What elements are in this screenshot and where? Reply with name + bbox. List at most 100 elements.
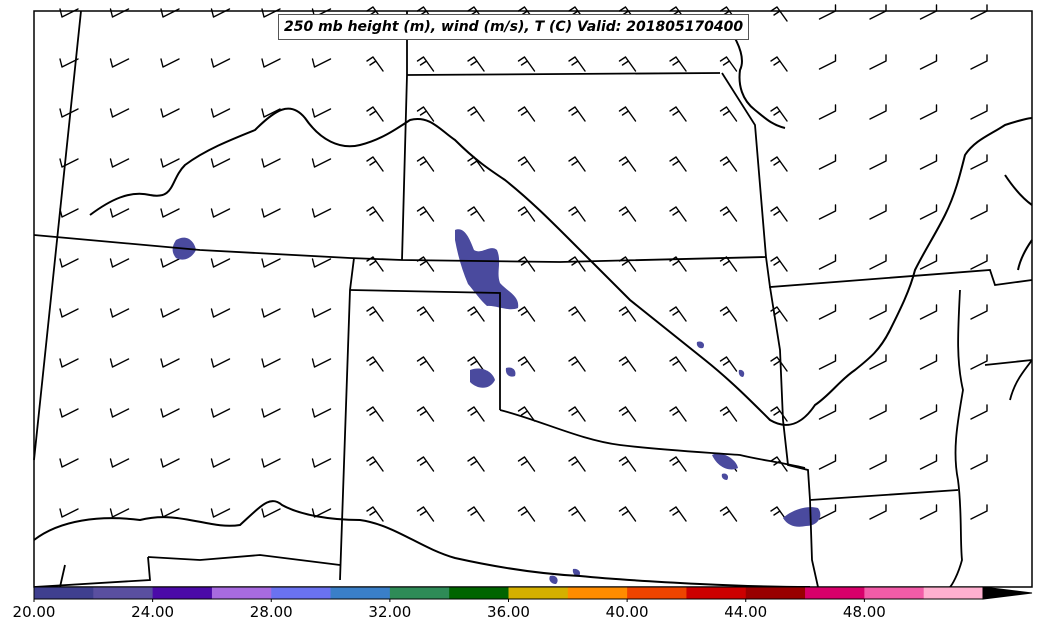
wind-barb: [366, 456, 384, 472]
colorbar-segment: [330, 587, 391, 599]
height-contours: [33, 29, 1033, 588]
wind-barb: [210, 108, 231, 118]
wind-barb: [770, 356, 788, 372]
wind-barb: [59, 508, 79, 518]
wind-barb: [261, 458, 281, 468]
colorbar-tick-label: 32.00: [368, 603, 412, 621]
colorbar-tick-label: 40.00: [605, 603, 649, 621]
map-title: 250 mb height (m), wind (m/s), T (C) Val…: [278, 14, 750, 40]
wind-barb: [467, 306, 485, 322]
wind-barb: [416, 306, 435, 322]
wind-barb: [568, 456, 586, 472]
wind-barb: [568, 506, 586, 522]
wind-barb: [109, 358, 130, 368]
wind-barb: [210, 208, 231, 218]
wind-barb: [59, 258, 79, 268]
wind-barb: [261, 208, 281, 218]
wind-barb: [261, 508, 281, 518]
wind-barb: [970, 204, 988, 220]
wind-barb: [970, 504, 988, 520]
wind-barb: [416, 106, 435, 122]
wind-barb: [869, 4, 887, 20]
wind-barb: [618, 156, 637, 172]
wind-barb: [59, 308, 79, 318]
wind-barb: [416, 406, 435, 422]
colorbar-tick-label: 24.00: [131, 603, 175, 621]
colorbar-segment: [686, 587, 747, 599]
wind-barb: [366, 106, 384, 122]
wind-barb: [818, 4, 837, 20]
wind-barb: [719, 506, 738, 522]
wind-barb: [160, 458, 180, 468]
wind-barb: [669, 156, 687, 172]
wind-barb: [416, 206, 435, 222]
wind-barb: [669, 106, 687, 122]
wind-barb: [311, 158, 332, 168]
wind-barb: [517, 506, 536, 522]
wind-barb: [818, 504, 837, 520]
wind-barb: [770, 206, 788, 222]
wind-barb: [59, 408, 79, 418]
wind-barb: [719, 406, 738, 422]
wind-barb: [618, 406, 637, 422]
wind-barb: [311, 458, 332, 468]
wind-barb: [517, 356, 536, 372]
wind-barb: [568, 306, 586, 322]
wind-barb: [517, 156, 536, 172]
wind-barb: [869, 304, 887, 320]
wind-barb: [109, 58, 130, 68]
wind-barb: [669, 506, 687, 522]
wind-barb: [311, 108, 332, 118]
wind-barb: [719, 206, 738, 222]
wind-barb: [818, 154, 837, 170]
wind-barb: [311, 208, 332, 218]
wind-barb: [818, 304, 837, 320]
wind-barb: [869, 154, 887, 170]
wind-barb: [311, 308, 332, 318]
colorbar-tick-label: 44.00: [724, 603, 768, 621]
wind-barb: [210, 258, 231, 268]
wind-barb: [467, 356, 485, 372]
wind-barb: [919, 54, 938, 70]
colorbar-segment: [152, 587, 213, 599]
colorbar-segment: [627, 587, 687, 599]
wind-barb: [719, 106, 738, 122]
colorbar-tick-label: 28.00: [249, 603, 293, 621]
wind-barb: [818, 354, 837, 370]
wind-barb: [109, 308, 130, 318]
wind-barb: [261, 158, 281, 168]
wind-barb: [311, 258, 332, 268]
wind-barb: [366, 356, 384, 372]
wind-barb: [669, 356, 687, 372]
wind-barb: [719, 356, 738, 372]
wind-barb: [467, 206, 485, 222]
wind-barb: [618, 306, 637, 322]
wind-barb: [416, 506, 435, 522]
wind-barb: [919, 354, 938, 370]
wind-barb: [416, 56, 435, 72]
wind-barb: [869, 354, 887, 370]
wind-barb: [467, 406, 485, 422]
colorbar-extend-arrow: [982, 586, 1033, 600]
colorbar-segment: [389, 587, 450, 599]
wind-barb: [311, 408, 332, 418]
wind-barb: [618, 356, 637, 372]
wind-barb: [970, 154, 988, 170]
wind-barb: [618, 56, 637, 72]
wind-barb: [919, 454, 938, 470]
wind-barb: [109, 108, 130, 118]
wind-barb: [160, 358, 180, 368]
wind-barb: [919, 4, 938, 20]
wind-barb: [311, 358, 332, 368]
wind-barb: [366, 406, 384, 422]
wind-barb: [818, 54, 837, 70]
colorbar-tick-label: 20.00: [12, 603, 56, 621]
wind-barb: [970, 254, 988, 270]
colorbar: [33, 586, 1033, 602]
state-borders: [33, 10, 1033, 588]
wind-barb: [210, 308, 231, 318]
colorbar-segment: [805, 587, 865, 599]
wind-barb: [970, 4, 988, 20]
wind-barb: [970, 54, 988, 70]
wind-barb: [869, 504, 887, 520]
